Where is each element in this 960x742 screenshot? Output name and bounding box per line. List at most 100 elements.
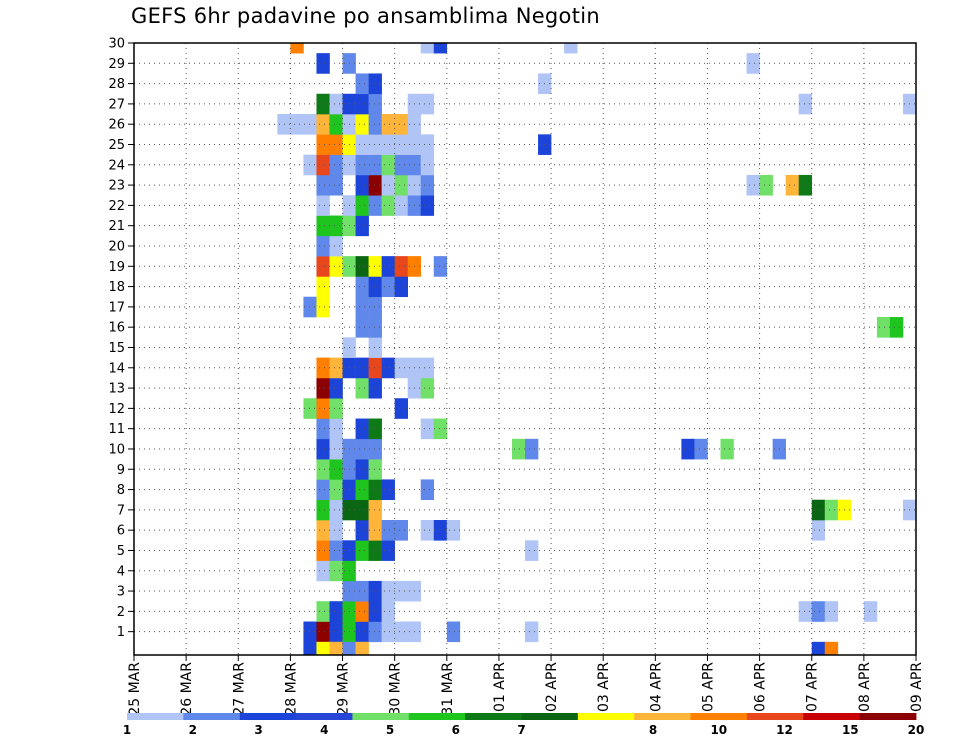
heatmap-cell: [316, 377, 330, 399]
heatmap-cell: [798, 601, 813, 622]
heatmap-cell: [316, 499, 330, 521]
heatmap-cell: [420, 520, 435, 541]
heatmap-cell: [355, 377, 369, 399]
heatmap-cell: [381, 154, 395, 176]
heatmap-cell: [394, 276, 408, 298]
x-tick-label: 03 APR: [596, 662, 612, 712]
heatmap-cell: [316, 93, 330, 115]
heatmap-cell: [368, 418, 382, 440]
x-tick-label: 01 APR: [492, 662, 508, 712]
heatmap-cell: [368, 621, 382, 643]
heatmap-cell: [316, 560, 330, 582]
y-tick-label: 9: [117, 463, 125, 478]
y-tick-label: 14: [108, 361, 125, 376]
heatmap-cell: [525, 438, 539, 460]
heatmap-cell: [694, 438, 708, 460]
heatmap-cell: [355, 540, 369, 561]
x-tick-label: 28 MAR: [283, 662, 299, 716]
heatmap-cell: [355, 296, 369, 318]
x-tick-label: 25 MAR: [127, 662, 143, 716]
heatmap-cell: [316, 296, 330, 318]
x-tick-label: 08 APR: [857, 662, 873, 712]
y-tick-label: 18: [108, 280, 125, 295]
heatmap-cell: [863, 601, 878, 622]
heatmap-cell: [811, 641, 826, 656]
heatmap-cell: [329, 114, 343, 135]
y-tick-label: 22: [108, 199, 125, 214]
y-tick-label: 8: [117, 483, 125, 498]
colorbar-swatch: [296, 713, 353, 720]
heatmap-cell: [381, 174, 395, 196]
heatmap-cell: [316, 438, 330, 460]
heatmap-cell: [329, 499, 343, 521]
heatmap-cell: [355, 621, 369, 643]
heatmap-cell: [368, 317, 382, 338]
y-tick-label: 19: [108, 260, 125, 275]
heatmap-cell: [420, 357, 435, 379]
grid-lines: [134, 42, 916, 655]
heatmap-cell: [316, 601, 330, 622]
heatmap-cell: [316, 114, 330, 135]
heatmap-cell: [525, 621, 539, 643]
heatmap-cell: [394, 174, 408, 196]
x-tick-label: 05 APR: [700, 662, 716, 712]
heatmap-cell: [381, 540, 395, 561]
y-tick-label: 2: [117, 605, 125, 620]
y-tick-label: 17: [108, 300, 125, 315]
heatmap-cell: [368, 195, 382, 216]
y-tick-label: 12: [108, 402, 125, 417]
heatmap-cell: [355, 73, 369, 95]
heatmap-cell: [355, 641, 369, 656]
colorbar-label: 20: [908, 723, 925, 737]
x-tick-label: 26 MAR: [179, 662, 195, 716]
heatmap-cell: [368, 438, 382, 460]
heatmap-cell: [316, 134, 330, 155]
heatmap-cell: [355, 438, 369, 460]
heatmap-cell: [316, 398, 330, 419]
heatmap-cell: [316, 53, 330, 74]
heatmap-cell: [368, 377, 382, 399]
heatmap-cell: [876, 317, 891, 338]
heatmap-cell: [511, 438, 526, 460]
heatmap-cell: [329, 377, 343, 399]
heatmap-cell: [394, 398, 408, 419]
heatmap-cell: [355, 195, 369, 216]
heatmap-cell: [355, 174, 369, 196]
heatmap-cell: [564, 43, 578, 54]
x-tick-label: 07 APR: [805, 662, 821, 712]
heatmap-cell: [355, 256, 369, 277]
heatmap-cell: [420, 43, 435, 54]
heatmap-cell: [329, 154, 343, 176]
heatmap-cell: [381, 621, 395, 643]
heatmap-cell: [355, 520, 369, 541]
colorbar-swatch: [577, 713, 635, 720]
plot-frame: [133, 42, 917, 656]
heatmap-cell: [759, 174, 773, 196]
x-tick-label: 06 APR: [753, 662, 769, 712]
heatmap-cell: [368, 174, 382, 196]
heatmap-cell: [316, 418, 330, 440]
colorbar-swatch: [408, 713, 466, 720]
y-tick-label: 4: [117, 564, 125, 579]
colorbar-label: 5: [386, 723, 394, 737]
y-tick-label: 20: [108, 239, 125, 254]
heatmap-cell: [329, 235, 343, 257]
chart-title: GEFS 6hr padavine po ansamblima Negotin: [131, 4, 600, 28]
heatmap-cell: [329, 174, 343, 196]
x-tick-label: 09 APR: [909, 662, 925, 712]
heatmap-cell: [329, 215, 343, 237]
heatmap-cell: [355, 418, 369, 440]
heatmap-cell: [316, 357, 330, 379]
heatmap-cell: [303, 398, 317, 419]
y-tick-label: 27: [108, 97, 125, 112]
colorbar-swatch: [239, 713, 297, 720]
x-tick-label: 02 APR: [544, 662, 560, 712]
heatmap-cell: [381, 195, 395, 216]
colorbar-label: 8: [649, 723, 657, 737]
heatmap-cell: [316, 479, 330, 501]
heatmap-cell: [368, 93, 382, 115]
heatmap-cell: [329, 520, 343, 541]
heatmap-cell: [316, 621, 330, 643]
heatmap-cell: [433, 43, 448, 54]
heatmap-cell: [824, 499, 839, 521]
